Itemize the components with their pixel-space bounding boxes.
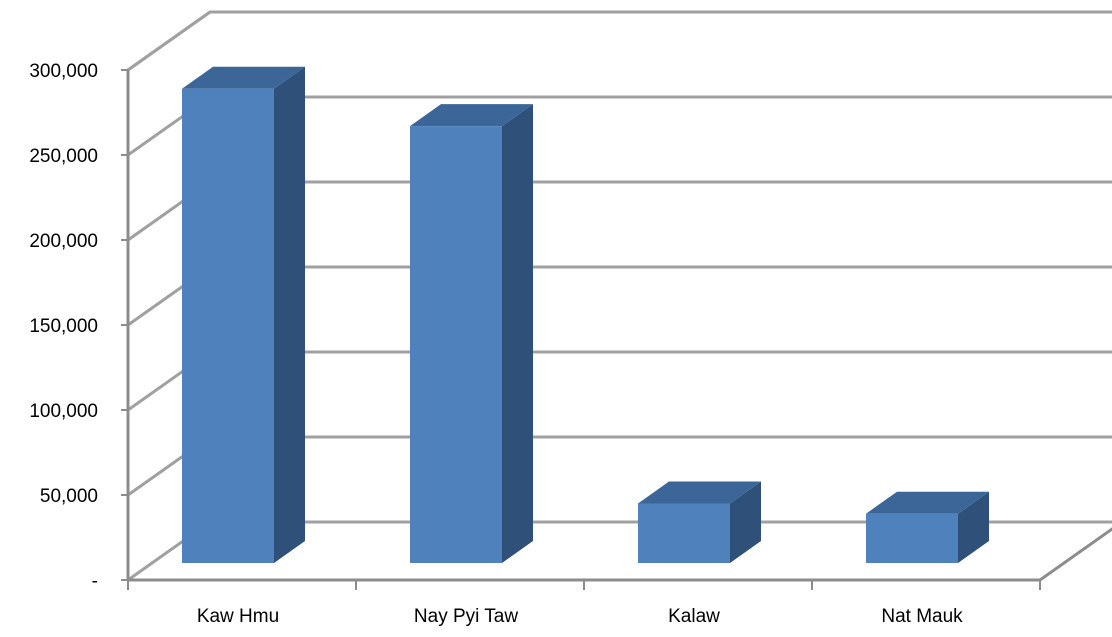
bar-side	[730, 481, 761, 563]
x-category-label: Nay Pyi Taw	[414, 606, 518, 627]
floor-edge	[1039, 527, 1112, 582]
x-category-label: Kaw Hmu	[197, 606, 279, 627]
bar-top	[410, 104, 533, 127]
bar-top	[638, 481, 761, 504]
bar	[182, 66, 305, 563]
x-axis-category-labels: Kaw Hmu Nay Pyi Taw Kalaw Nat Mauk	[197, 606, 963, 627]
bar	[638, 481, 761, 563]
y-tick-label: 100,000	[29, 401, 98, 422]
bar-top	[182, 66, 305, 89]
bar-front	[866, 513, 958, 563]
bar-front	[638, 503, 730, 563]
bar-front	[182, 88, 274, 563]
axes	[121, 69, 1112, 590]
x-category-label: Kalaw	[668, 606, 720, 627]
y-tick-label: 250,000	[29, 146, 98, 167]
bar-side	[274, 66, 305, 563]
bar-side	[502, 104, 533, 563]
bar-top	[866, 491, 989, 514]
bars	[182, 66, 989, 563]
bar	[410, 104, 533, 563]
gridline	[127, 10, 1112, 72]
y-tick-label: 150,000	[29, 316, 98, 337]
y-tick-label: 50,000	[40, 486, 98, 507]
y-tick-label: 200,000	[29, 231, 98, 252]
bar-front	[410, 126, 502, 563]
y-tick-label: 300,000	[29, 61, 98, 82]
bar	[866, 491, 989, 563]
bar-side	[958, 491, 989, 563]
y-axis-tick-labels: - 50,000 100,000 150,000 200,000 250,000 300,0…	[29, 61, 98, 592]
gridline	[127, 10, 1112, 72]
y-tick-label: -	[92, 571, 98, 592]
x-category-label: Nat Mauk	[881, 606, 963, 627]
